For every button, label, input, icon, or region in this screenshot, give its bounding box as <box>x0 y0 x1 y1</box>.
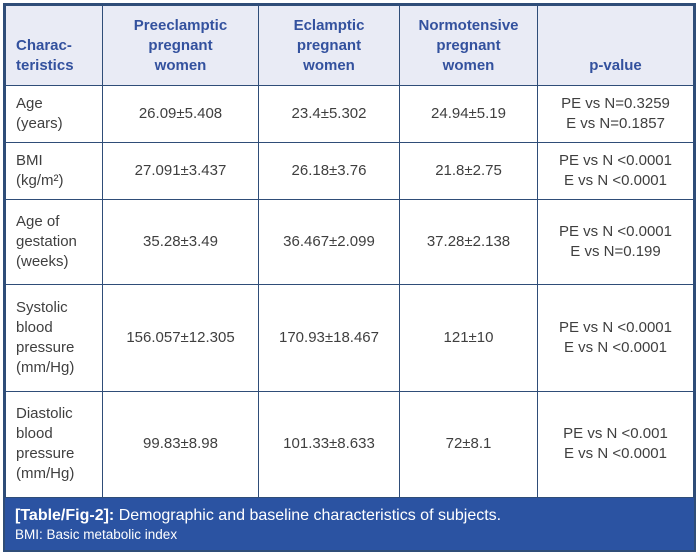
table-caption: [Table/Fig-2]: Demographic and baseline … <box>15 505 684 526</box>
cell-p-value: PE vs N=0.3259 E vs N=0.1857 <box>537 85 694 143</box>
header-characteristics: Charac- teristics <box>5 5 103 86</box>
cell-normotensive: 24.94±5.19 <box>399 85 538 143</box>
header-preeclamptic: Preeclamptic pregnant women <box>102 5 259 86</box>
cell-p-value: PE vs N <0.001 E vs N <0.0001 <box>537 390 694 499</box>
cell-characteristic: BMI (kg/m²) <box>5 141 103 200</box>
cell-p-value: PE vs N <0.0001 E vs N <0.0001 <box>537 141 694 200</box>
table-row-age: Age (years) 26.09±5.408 23.4±5.302 24.94… <box>5 85 694 143</box>
caption-text: Demographic and baseline characteristics… <box>114 507 502 524</box>
cell-eclamptic: 170.93±18.467 <box>258 284 400 392</box>
header-normotensive: Normotensive pregnant women <box>399 5 538 86</box>
cell-eclamptic: 26.18±3.76 <box>258 141 400 200</box>
cell-normotensive: 21.8±2.75 <box>399 141 538 200</box>
cell-eclamptic: 23.4±5.302 <box>258 85 400 143</box>
table-row-bmi: BMI (kg/m²) 27.091±3.437 26.18±3.76 21.8… <box>5 141 694 200</box>
cell-normotensive: 121±10 <box>399 284 538 392</box>
cell-eclamptic: 36.467±2.099 <box>258 198 400 286</box>
table-row-diastolic: Diastolic blood pressure (mm/Hg) 99.83±8… <box>5 390 694 499</box>
table-row-systolic: Systolic blood pressure (mm/Hg) 156.057±… <box>5 284 694 392</box>
cell-preeclamptic: 99.83±8.98 <box>102 390 259 499</box>
table-figure-container: Charac- teristics Preeclamptic pregnant … <box>3 3 696 552</box>
table-body: Age (years) 26.09±5.408 23.4±5.302 24.94… <box>5 85 694 499</box>
caption-bar: [Table/Fig-2]: Demographic and baseline … <box>5 498 694 550</box>
cell-normotensive: 72±8.1 <box>399 390 538 499</box>
cell-preeclamptic: 156.057±12.305 <box>102 284 259 392</box>
cell-characteristic: Age (years) <box>5 85 103 143</box>
cell-characteristic: Systolic blood pressure (mm/Hg) <box>5 284 103 392</box>
characteristics-table: Charac- teristics Preeclamptic pregnant … <box>5 5 694 499</box>
header-eclamptic: Eclamptic pregnant women <box>258 5 400 86</box>
table-header: Charac- teristics Preeclamptic pregnant … <box>5 5 694 86</box>
cell-p-value: PE vs N <0.0001 E vs N=0.199 <box>537 198 694 286</box>
cell-preeclamptic: 35.28±3.49 <box>102 198 259 286</box>
caption-footnote: BMI: Basic metabolic index <box>15 527 178 542</box>
caption-tag: [Table/Fig-2]: <box>15 507 115 524</box>
cell-preeclamptic: 26.09±5.408 <box>102 85 259 143</box>
cell-preeclamptic: 27.091±3.437 <box>102 141 259 200</box>
header-row: Charac- teristics Preeclamptic pregnant … <box>5 5 694 86</box>
cell-normotensive: 37.28±2.138 <box>399 198 538 286</box>
cell-eclamptic: 101.33±8.633 <box>258 390 400 499</box>
cell-p-value: PE vs N <0.0001 E vs N <0.0001 <box>537 284 694 392</box>
cell-characteristic: Diastolic blood pressure (mm/Hg) <box>5 390 103 499</box>
table-row-gestation: Age of gestation (weeks) 35.28±3.49 36.4… <box>5 198 694 286</box>
header-p-value: p-value <box>537 5 694 86</box>
cell-characteristic: Age of gestation (weeks) <box>5 198 103 286</box>
